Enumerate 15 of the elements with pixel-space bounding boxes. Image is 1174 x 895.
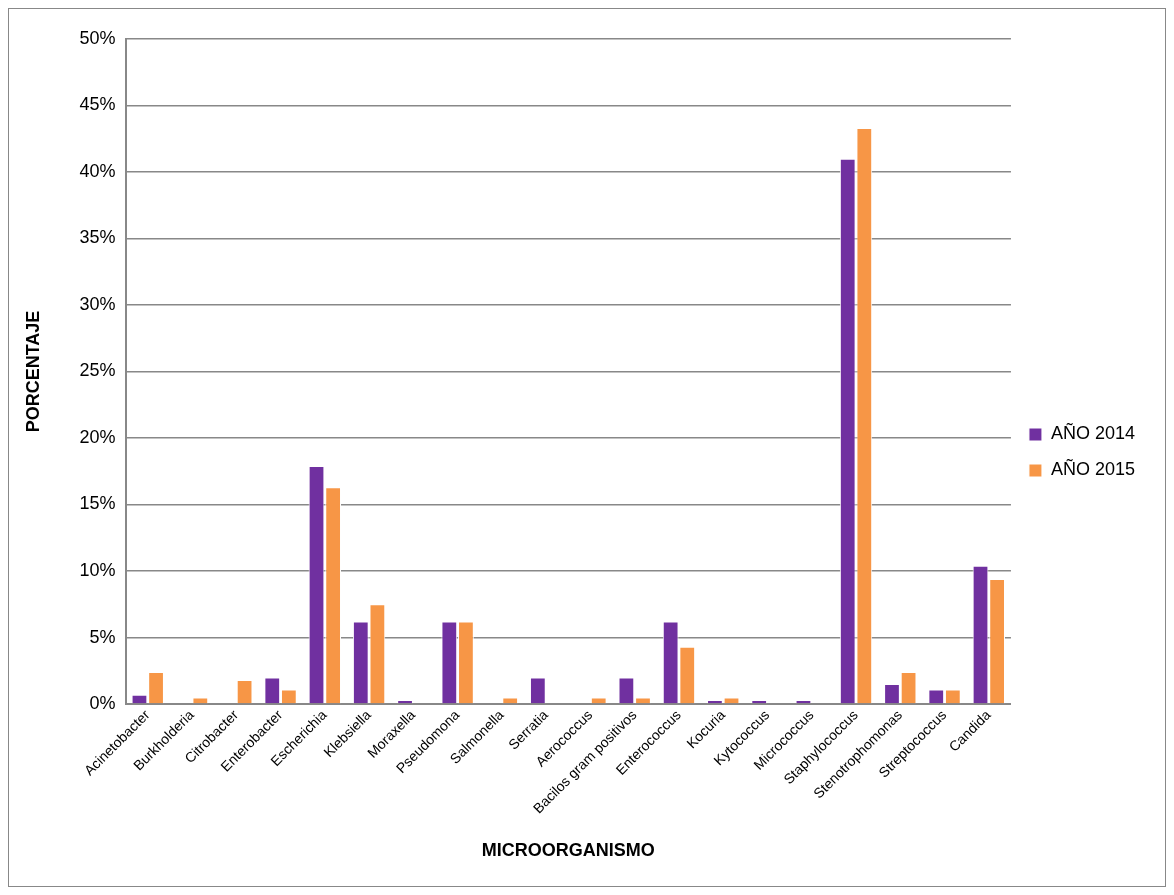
y-tick-label: 50% bbox=[79, 27, 116, 48]
legend-label: AÑO 2014 bbox=[1050, 422, 1136, 444]
y-tick-label: 40% bbox=[79, 160, 116, 181]
y-tick-label: 10% bbox=[79, 560, 116, 580]
y-tick-label: 5% bbox=[89, 626, 116, 647]
y-tick-label: 20% bbox=[79, 426, 116, 447]
y-tick-label: 35% bbox=[79, 227, 116, 248]
x-axis-title: MICROORGANISMO bbox=[481, 840, 655, 861]
y-tick-label: 0% bbox=[89, 693, 116, 714]
y-tick-label: 15% bbox=[79, 493, 116, 514]
y-axis-title: PORCENTAJE bbox=[22, 310, 43, 433]
y-tick-label: 30% bbox=[79, 293, 116, 314]
y-tick-label: 25% bbox=[79, 360, 116, 381]
y-tick-label: 45% bbox=[79, 94, 116, 115]
legend-label: AÑO 2015 bbox=[1050, 458, 1136, 480]
